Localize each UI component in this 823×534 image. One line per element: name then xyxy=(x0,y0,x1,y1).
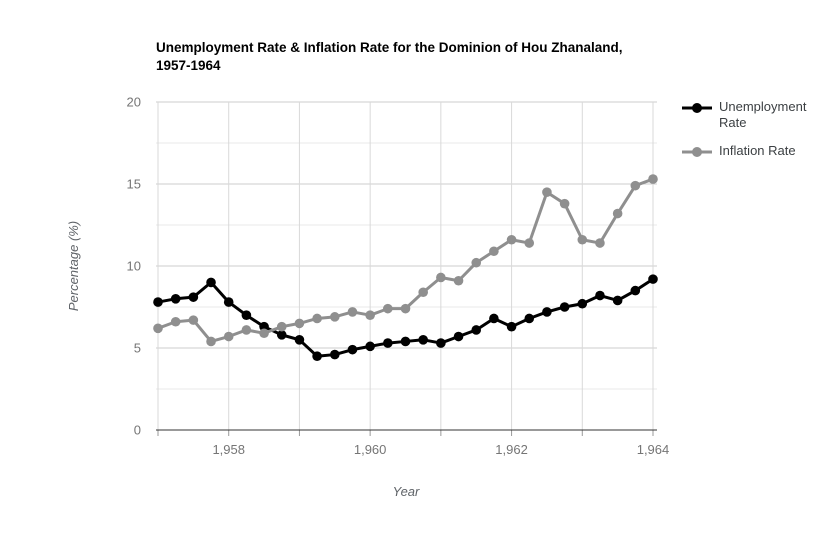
data-point xyxy=(241,310,252,321)
data-point xyxy=(595,238,605,248)
data-point xyxy=(453,275,464,286)
data-point xyxy=(188,292,199,302)
data-point xyxy=(400,303,411,314)
data-point xyxy=(577,234,588,245)
x-gridlines xyxy=(157,102,654,436)
series-line xyxy=(156,177,655,343)
data-point xyxy=(436,272,446,283)
legend: Unemployment Rate Inflation Rate xyxy=(682,99,814,171)
data-point xyxy=(153,297,163,307)
x-tick-label: 1,962 xyxy=(495,442,528,457)
data-point xyxy=(489,246,499,257)
unemployment-series-marker-icon xyxy=(682,103,712,113)
data-point xyxy=(612,208,623,219)
inflation-series-marker-icon xyxy=(682,146,712,157)
data-point xyxy=(294,335,305,345)
chart-title-line-1: Unemployment Rate & Inflation Rate for t… xyxy=(156,40,623,55)
data-point xyxy=(206,277,216,288)
data-point xyxy=(329,312,340,322)
y-tick-label: 15 xyxy=(127,177,141,192)
data-point xyxy=(259,328,269,339)
data-point xyxy=(471,257,482,268)
data-point xyxy=(630,285,641,296)
chart-title-line-2: 1957-1964 xyxy=(156,57,221,73)
y-major-gridlines xyxy=(156,101,657,349)
data-point xyxy=(383,338,393,348)
data-point xyxy=(595,290,605,301)
y-tick-label: 0 xyxy=(134,423,141,438)
data-point xyxy=(365,310,375,321)
x-tick-label: 1,960 xyxy=(354,442,387,457)
y-tick-label: 5 xyxy=(134,341,141,356)
chart-title: Unemployment Rate & Inflation Rate for t… xyxy=(156,39,686,75)
x-tick-label: 1,964 xyxy=(637,442,670,457)
data-point xyxy=(365,341,375,352)
data-point xyxy=(577,298,588,309)
y-tick-label: 10 xyxy=(127,259,141,274)
data-point xyxy=(188,315,199,325)
data-point xyxy=(153,323,163,334)
data-point xyxy=(436,338,446,348)
data-point xyxy=(170,316,181,327)
legend-item-unemployment-rate: Unemployment Rate xyxy=(682,99,814,131)
data-point xyxy=(506,321,517,332)
data-point xyxy=(648,274,658,284)
data-point xyxy=(559,198,570,209)
data-point xyxy=(170,294,181,304)
data-point xyxy=(506,234,517,245)
data-point xyxy=(524,313,535,324)
data-point xyxy=(329,349,340,360)
legend-label: Inflation Rate xyxy=(719,142,796,158)
x-axis-tick-labels: 1,958 1,960 1,962 1,964 xyxy=(212,442,669,457)
data-point xyxy=(383,303,393,314)
data-point xyxy=(471,325,482,335)
data-point xyxy=(294,318,305,329)
data-point xyxy=(347,307,358,317)
data-point xyxy=(418,287,428,298)
data-point xyxy=(648,174,658,184)
unemployment-rate-series xyxy=(153,274,658,362)
data-point xyxy=(347,344,358,355)
data-point xyxy=(559,302,570,312)
data-point xyxy=(630,180,641,191)
data-point xyxy=(241,325,252,335)
data-point xyxy=(400,336,411,347)
legend-item-inflation-rate: Inflation Rate xyxy=(682,143,814,159)
data-point xyxy=(223,331,234,342)
data-point xyxy=(223,297,234,307)
x-axis-title: Year xyxy=(392,484,420,499)
data-point xyxy=(524,238,535,248)
data-point xyxy=(312,313,322,324)
y-axis-tick-labels: 0 5 10 15 20 xyxy=(127,95,141,438)
data-point xyxy=(453,331,464,342)
data-point xyxy=(542,307,552,317)
inflation-rate-series xyxy=(153,174,658,347)
data-point xyxy=(206,336,216,347)
data-point xyxy=(276,321,287,332)
x-tick-label: 1,958 xyxy=(212,442,245,457)
data-point xyxy=(259,321,269,332)
data-point xyxy=(418,335,428,345)
data-point xyxy=(489,313,499,324)
data-point xyxy=(612,295,623,306)
y-tick-label: 20 xyxy=(127,95,141,110)
data-point xyxy=(276,330,287,340)
data-point xyxy=(312,351,322,362)
legend-label: Unemployment Rate xyxy=(719,99,807,130)
data-point xyxy=(542,187,552,197)
